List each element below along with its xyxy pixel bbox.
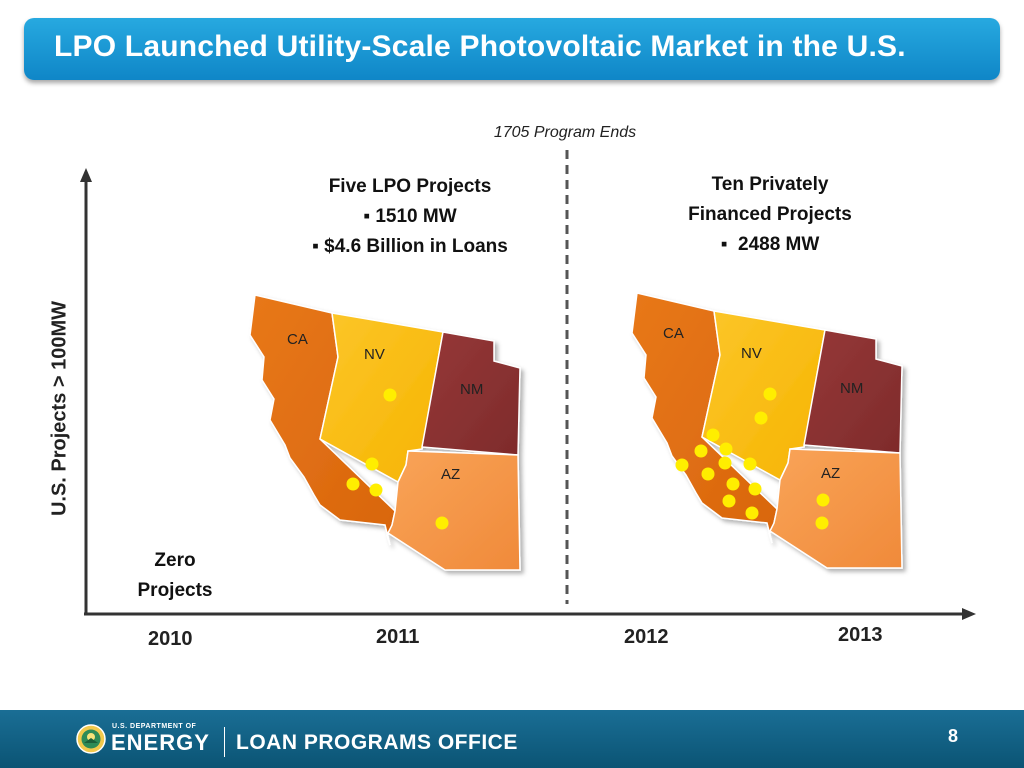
project-dot: [346, 477, 360, 491]
lpo-capacity: 1510 MW: [375, 206, 457, 227]
state-label-az: AZ: [441, 466, 461, 483]
year-label-2012: 2012: [624, 626, 669, 648]
project-dot: [816, 493, 830, 507]
lpo-loans: $4.6 Billion in Loans: [324, 236, 508, 257]
bullet-icon: ▪: [363, 206, 371, 227]
project-dot: [726, 477, 740, 491]
project-dot: [706, 428, 720, 442]
agency-small-label: U.S. DEPARTMENT OF: [112, 723, 197, 730]
private-projects-title-1: Ten Privately: [711, 174, 829, 195]
project-dot: [675, 458, 689, 472]
year-label-2011: 2011: [376, 626, 420, 648]
footer-divider: [224, 727, 225, 757]
bullet-icon: ▪: [312, 236, 319, 257]
title-bar: LPO Launched Utility-Scale Photovoltaic …: [24, 18, 1000, 80]
project-dot: [743, 457, 757, 471]
state-label-az: AZ: [821, 465, 841, 482]
office-name: LOAN PROGRAMS OFFICE: [236, 731, 518, 754]
program-end-annotation: 1705 Program Ends: [493, 124, 637, 141]
project-dots-2011: [346, 388, 449, 530]
zero-projects-block: Zero Projects: [137, 550, 213, 601]
x-axis-arrow: [962, 608, 976, 620]
private-capacity: 2488 MW: [738, 234, 820, 255]
project-dot: [701, 467, 715, 481]
doe-seal-icon: [76, 724, 106, 754]
state-label-ca: CA: [287, 331, 308, 348]
project-dot: [763, 387, 777, 401]
state-label-nv: NV: [741, 345, 762, 362]
page-number: 8: [948, 726, 959, 746]
project-dot: [815, 516, 829, 530]
map-diagram: [80, 150, 976, 620]
agency-logo-text: ENERGY: [111, 730, 210, 755]
year-label-2013: 2013: [838, 624, 883, 646]
state-label-nm: NM: [840, 380, 864, 397]
project-dot: [745, 506, 759, 520]
project-dot: [435, 516, 449, 530]
project-dot: [722, 494, 736, 508]
y-axis-label: U.S. Projects > 100MW: [48, 300, 71, 517]
project-dot: [694, 444, 708, 458]
project-dot: [754, 411, 768, 425]
lpo-projects-title: Five LPO Projects: [328, 176, 492, 197]
private-projects-block: Ten Privately Financed Projects ▪ 2488 M…: [650, 170, 890, 260]
project-dot: [383, 388, 397, 402]
project-dots-2013: [675, 387, 830, 530]
year-label-2010: 2010: [148, 628, 193, 650]
state-label-ca: CA: [663, 325, 684, 342]
footer-bar: U.S. DEPARTMENT OF ENERGY LOAN PROGRAMS …: [0, 710, 1024, 768]
state-label-nv: NV: [364, 346, 385, 363]
project-dot: [365, 457, 379, 471]
project-dot: [748, 482, 762, 496]
project-dot: [369, 483, 383, 497]
project-dot: [719, 442, 733, 456]
bullet-icon: ▪: [720, 234, 728, 255]
slide-title: LPO Launched Utility-Scale Photovoltaic …: [54, 30, 906, 63]
y-axis-arrow: [80, 168, 92, 182]
private-projects-title-2: Financed Projects: [688, 204, 852, 225]
lpo-projects-block: Five LPO Projects ▪ 1510 MW ▪ $4.6 Billi…: [270, 172, 550, 262]
project-dot: [718, 456, 732, 470]
state-label-nm: NM: [460, 381, 484, 398]
